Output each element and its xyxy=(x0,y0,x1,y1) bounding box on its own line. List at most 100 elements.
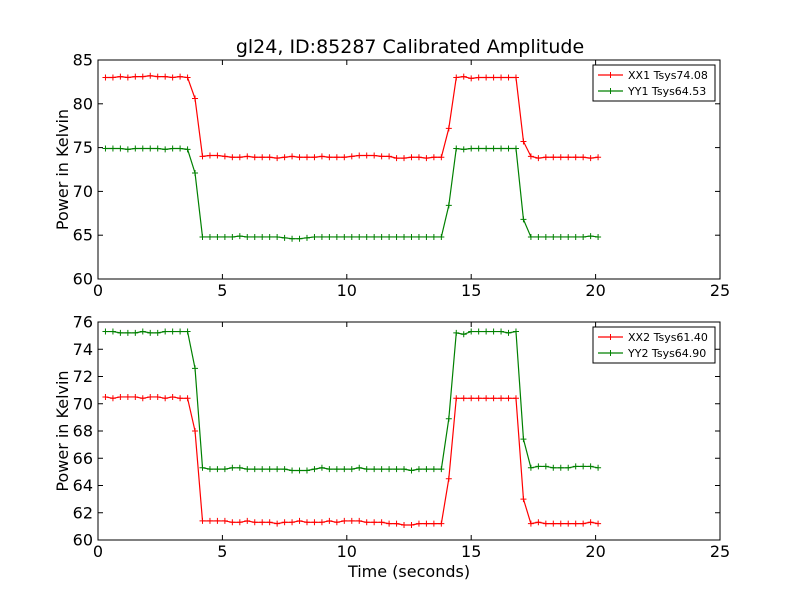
data-point xyxy=(580,520,587,527)
y-tick-label: 76 xyxy=(73,313,93,332)
data-point xyxy=(468,328,475,335)
data-point xyxy=(520,496,527,503)
data-point xyxy=(289,153,296,160)
x-axis-label: Time (seconds) xyxy=(347,562,470,581)
legend-marker xyxy=(607,334,614,340)
data-point xyxy=(333,233,340,240)
y-tick-label: 60 xyxy=(73,270,93,289)
data-point xyxy=(318,233,325,240)
x-tick-label: 25 xyxy=(710,281,730,300)
data-point xyxy=(490,145,497,152)
data-point xyxy=(139,395,146,402)
data-point xyxy=(303,519,310,526)
data-point xyxy=(214,233,221,240)
data-point xyxy=(460,331,467,338)
data-point xyxy=(318,519,325,526)
data-point xyxy=(169,145,176,152)
x-tick-label: 15 xyxy=(461,281,481,300)
data-point xyxy=(229,519,236,526)
data-point xyxy=(460,146,467,153)
data-point xyxy=(236,519,243,526)
data-point xyxy=(475,395,482,402)
y-tick-label: 60 xyxy=(73,531,93,550)
legend-marker xyxy=(607,72,614,78)
data-point xyxy=(117,329,124,336)
data-point xyxy=(236,154,243,161)
data-point xyxy=(259,233,266,240)
data-point xyxy=(565,154,572,161)
y-tick-label: 74 xyxy=(73,340,93,359)
data-point xyxy=(587,155,594,162)
data-point xyxy=(557,233,564,240)
data-point xyxy=(587,519,594,526)
data-point xyxy=(236,233,243,240)
data-point xyxy=(311,466,318,473)
data-point xyxy=(147,329,154,336)
x-tick-label: 0 xyxy=(93,542,103,561)
data-point xyxy=(326,517,333,524)
data-point xyxy=(102,145,109,152)
data-point xyxy=(572,233,579,240)
data-point xyxy=(512,395,519,402)
data-point xyxy=(289,519,296,526)
data-point xyxy=(371,519,378,526)
data-point xyxy=(557,154,564,161)
data-point xyxy=(453,329,460,336)
data-point xyxy=(527,233,534,240)
data-point xyxy=(274,520,281,527)
data-point xyxy=(162,73,169,80)
data-point xyxy=(557,464,564,471)
data-point xyxy=(542,520,549,527)
data-point xyxy=(393,155,400,162)
x-tick-label: 15 xyxy=(461,542,481,561)
data-point xyxy=(251,466,258,473)
data-point xyxy=(102,74,109,81)
data-point xyxy=(498,328,505,335)
data-point xyxy=(192,170,199,176)
data-point xyxy=(244,466,251,473)
data-point xyxy=(274,155,281,162)
data-point xyxy=(236,464,243,471)
data-point xyxy=(177,145,184,152)
data-point xyxy=(445,125,452,132)
data-point xyxy=(206,233,213,240)
data-point xyxy=(169,393,176,400)
data-point xyxy=(162,395,169,402)
data-point xyxy=(132,73,139,80)
data-point xyxy=(423,155,430,162)
data-point xyxy=(445,202,452,209)
data-point xyxy=(535,155,542,162)
data-point xyxy=(326,154,333,161)
data-point xyxy=(483,328,490,335)
data-point xyxy=(386,153,393,160)
data-point xyxy=(453,395,460,402)
data-point xyxy=(550,464,557,471)
data-point xyxy=(266,154,273,161)
data-point xyxy=(572,463,579,470)
data-point xyxy=(423,466,430,473)
data-point xyxy=(229,154,236,161)
data-point xyxy=(147,393,154,400)
data-point xyxy=(318,153,325,160)
data-point xyxy=(401,233,408,240)
y-axis-label: Power in Kelvin xyxy=(53,109,72,230)
data-point xyxy=(303,467,310,474)
data-point xyxy=(415,466,422,473)
data-point xyxy=(453,74,460,81)
data-point xyxy=(117,73,124,80)
data-point xyxy=(565,520,572,527)
data-point xyxy=(244,153,251,160)
data-point xyxy=(445,475,452,482)
y-tick-label: 64 xyxy=(73,476,93,495)
data-point xyxy=(408,154,415,161)
data-point xyxy=(259,154,266,161)
data-point xyxy=(333,466,340,473)
data-point xyxy=(565,464,572,471)
data-point xyxy=(221,233,228,240)
data-point xyxy=(132,329,139,336)
data-point xyxy=(430,466,437,473)
data-point xyxy=(147,72,154,79)
data-point xyxy=(199,153,206,160)
y-tick-label: 85 xyxy=(73,51,93,70)
